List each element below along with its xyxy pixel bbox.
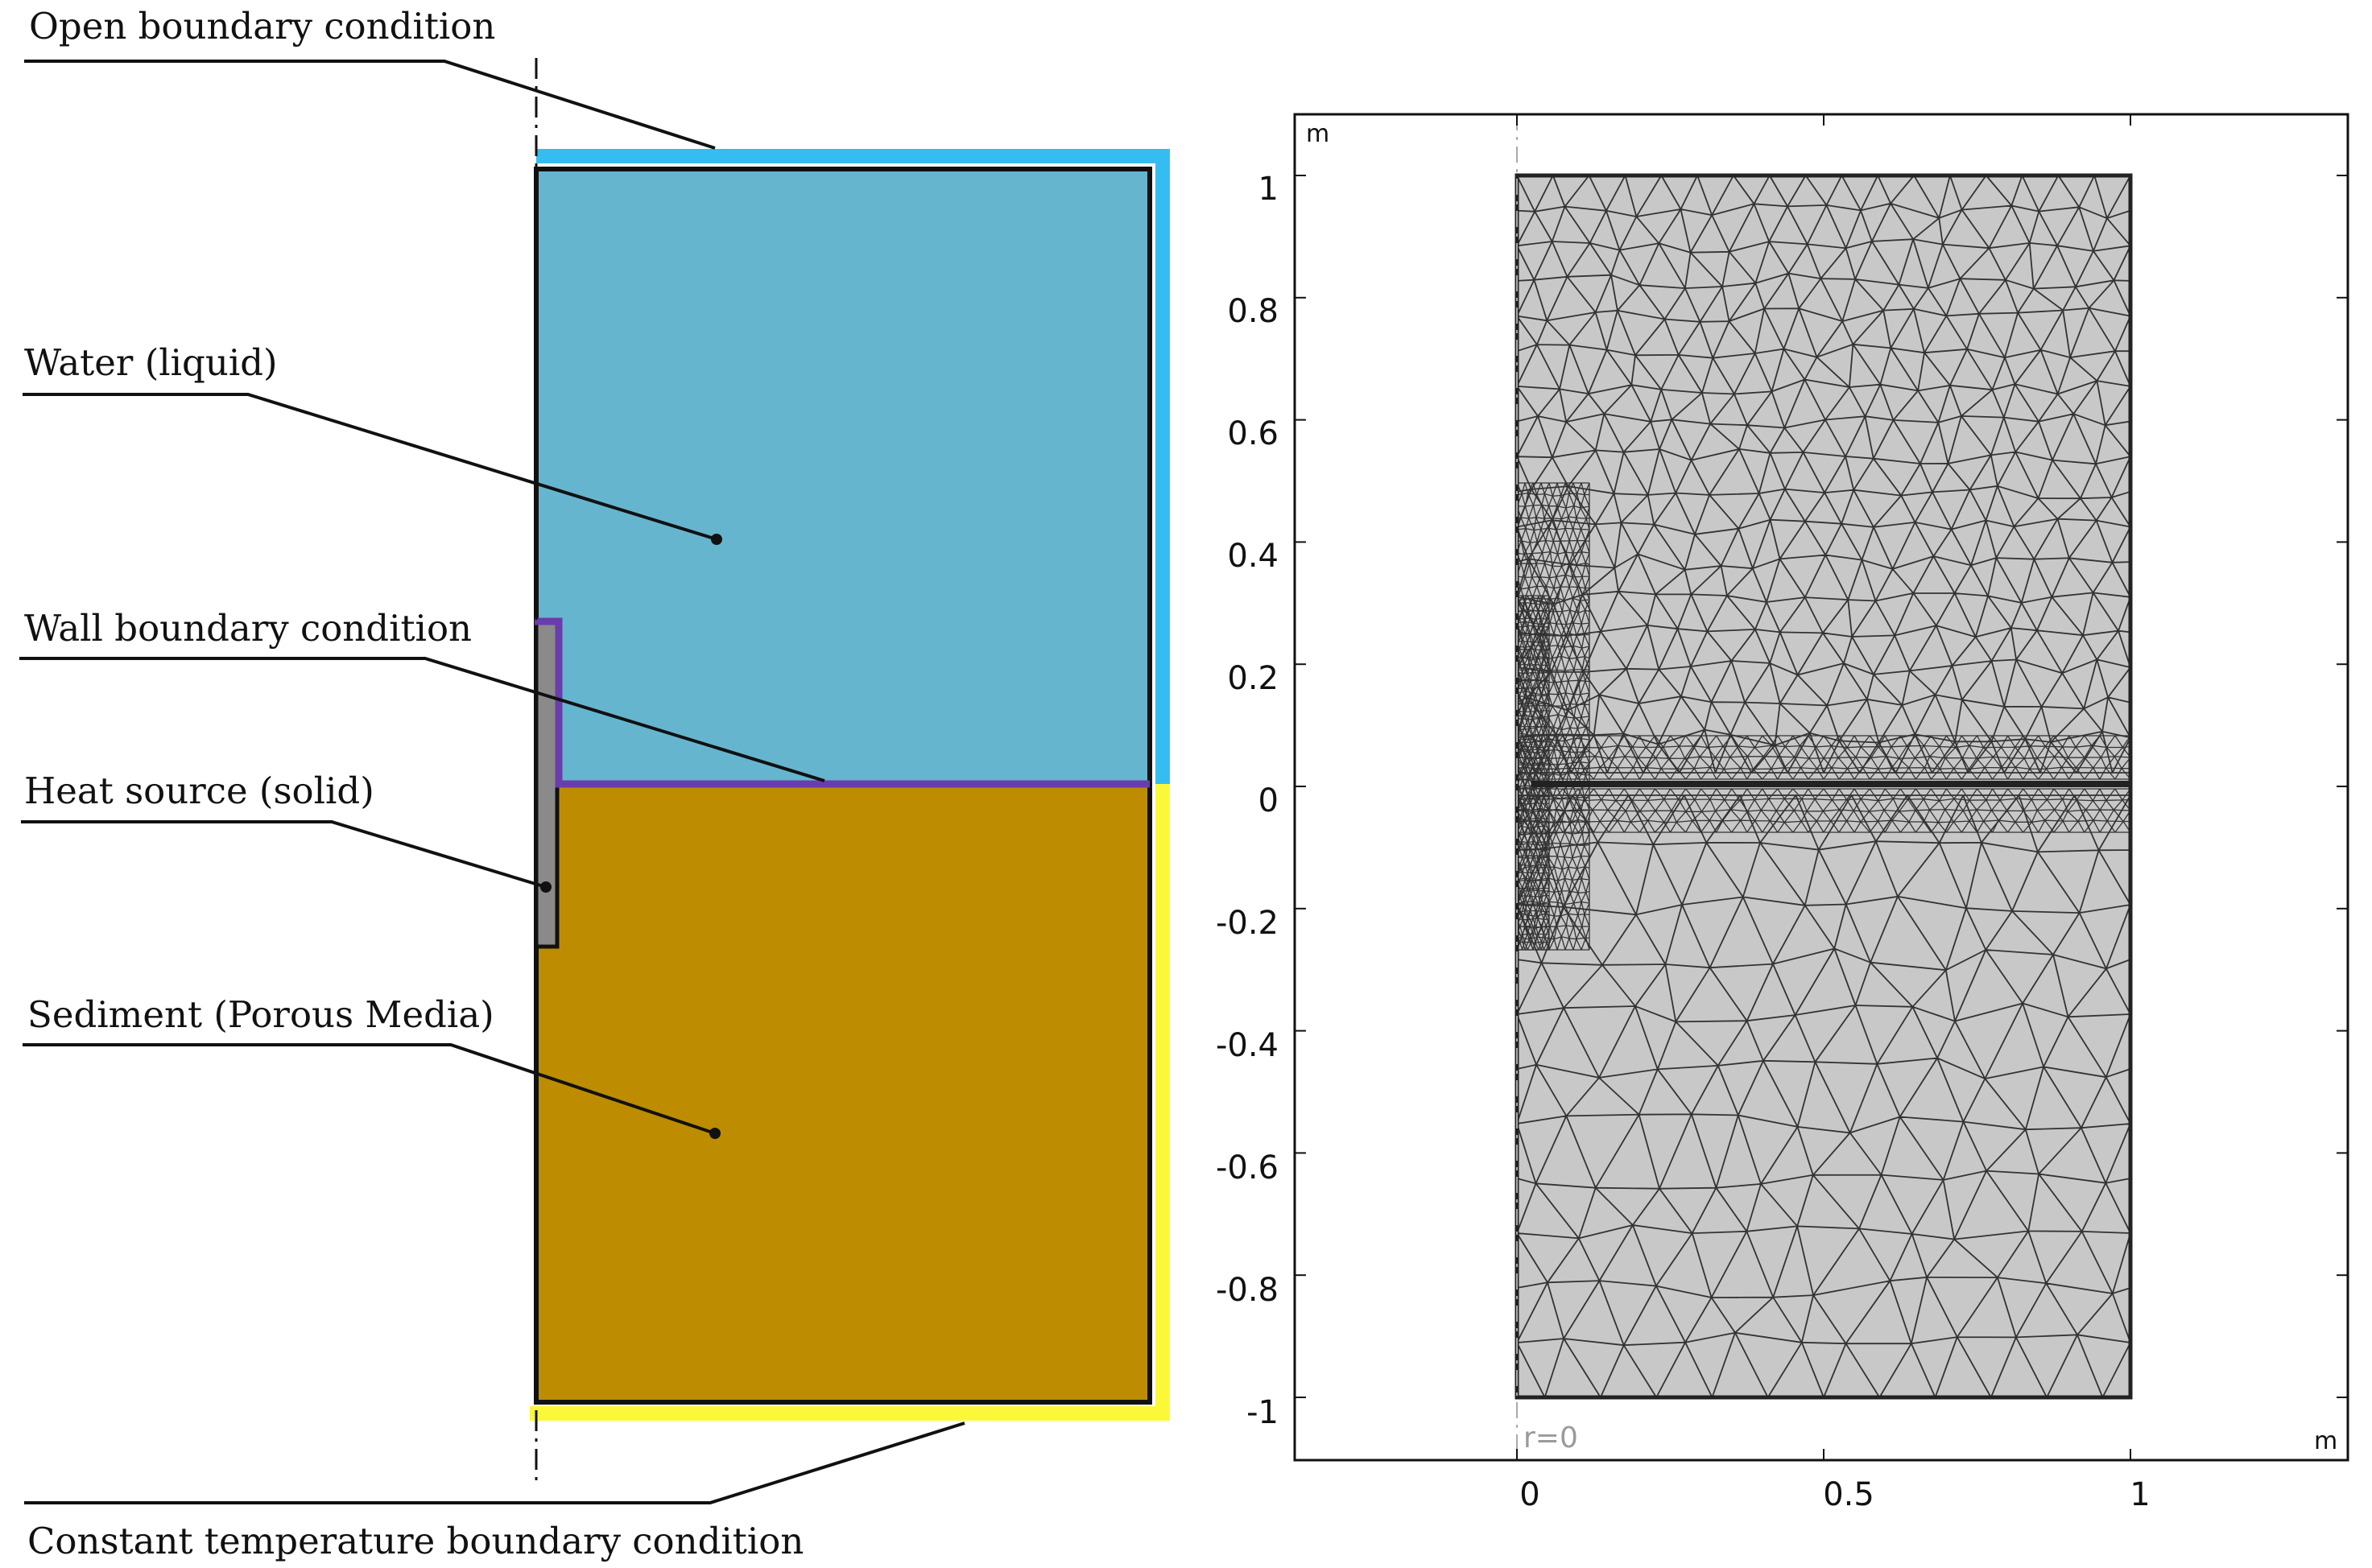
sediment-marker-dot xyxy=(709,1128,721,1139)
mesh-panel: r=0 m m 1 0.8 0.6 0.4 0.2 0 -0.2 -0.4 -0… xyxy=(1216,113,2349,1513)
y-tick-label: 1 xyxy=(1258,171,1279,208)
r0-label: r=0 xyxy=(1523,1422,1578,1455)
leader-heat-source xyxy=(21,820,547,889)
label-wall-boundary: Wall boundary condition xyxy=(24,607,472,650)
x-tick-label: 0 xyxy=(1519,1476,1539,1513)
x-tick-label: 1 xyxy=(2130,1476,2150,1513)
label-water: Water (liquid) xyxy=(24,341,278,384)
interface-mesh-upper xyxy=(1516,735,2131,780)
label-heat-source: Heat source (solid) xyxy=(24,770,374,812)
label-constant-temperature: Constant temperature boundary condition xyxy=(27,1520,804,1562)
x-tick-label: 0.5 xyxy=(1823,1476,1874,1513)
heat-source-marker-dot xyxy=(540,881,552,893)
heat-source-rod xyxy=(534,619,560,949)
mesh-domain-outline xyxy=(1515,173,2133,1400)
open-boundary-line xyxy=(536,149,1170,784)
y-tick-label: 0.2 xyxy=(1227,660,1279,697)
y-tick-label: 0.8 xyxy=(1227,293,1279,330)
leader-wall-boundary xyxy=(19,657,825,782)
leader-open-boundary xyxy=(24,60,716,150)
y-tick-label: -0.4 xyxy=(1216,1027,1279,1064)
sediment-domain xyxy=(536,784,1150,1402)
water-marker-dot xyxy=(711,534,722,545)
y-tick-label: -0.8 xyxy=(1216,1272,1279,1309)
schematic-panel: Open boundary condition Water (liquid) W… xyxy=(19,5,1170,1562)
y-tick-label: 0.6 xyxy=(1227,415,1279,452)
axis-ticks xyxy=(1295,114,2348,1460)
leader-sediment xyxy=(23,1043,716,1135)
y-tick-label: 0.4 xyxy=(1227,538,1279,575)
label-sediment: Sediment (Porous Media) xyxy=(27,993,494,1036)
leader-constant-temperature xyxy=(24,1422,965,1504)
leader-lines xyxy=(19,60,965,1504)
constant-temperature-boundary-line xyxy=(530,784,1170,1421)
y-tick-label: -1 xyxy=(1246,1394,1279,1431)
leader-water xyxy=(23,393,717,541)
y-tick-label: -0.2 xyxy=(1216,905,1279,942)
y-tick-label: 0 xyxy=(1258,782,1279,819)
y-tick-label: -0.6 xyxy=(1216,1149,1279,1186)
wall-boundary-line xyxy=(535,617,1150,788)
water-domain xyxy=(536,169,1150,784)
heat-source-mesh-fine xyxy=(1516,595,1550,951)
label-open-boundary: Open boundary condition xyxy=(29,5,495,47)
mesh-refinement-zone xyxy=(1516,482,2131,951)
y-unit-label: m xyxy=(1306,120,1329,148)
x-unit-label: m xyxy=(2314,1427,2337,1455)
